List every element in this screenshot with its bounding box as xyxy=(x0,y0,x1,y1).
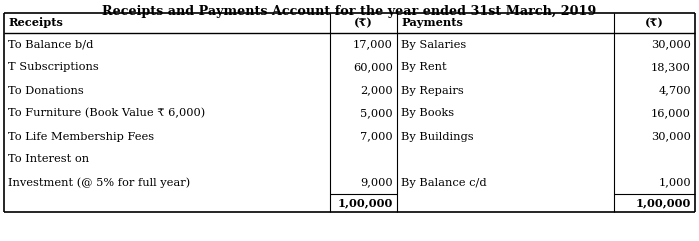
Text: 1,000: 1,000 xyxy=(658,178,691,187)
Text: 60,000: 60,000 xyxy=(353,62,393,73)
Text: By Buildings: By Buildings xyxy=(401,132,474,141)
Text: Receipts and Payments Account for the year ended 31st March, 2019: Receipts and Payments Account for the ye… xyxy=(102,5,596,18)
Text: 30,000: 30,000 xyxy=(651,40,691,49)
Text: (₹): (₹) xyxy=(354,18,373,28)
Text: 5,000: 5,000 xyxy=(361,108,393,119)
Text: 1,00,000: 1,00,000 xyxy=(635,198,691,208)
Text: To Balance b/d: To Balance b/d xyxy=(8,40,94,49)
Text: 9,000: 9,000 xyxy=(361,178,393,187)
Text: By Balance c/d: By Balance c/d xyxy=(401,178,487,187)
Text: T Subscriptions: T Subscriptions xyxy=(8,62,99,73)
Text: 7,000: 7,000 xyxy=(361,132,393,141)
Text: To Interest on: To Interest on xyxy=(8,154,89,165)
Text: To Donations: To Donations xyxy=(8,86,84,95)
Text: 16,000: 16,000 xyxy=(651,108,691,119)
Text: To Life Membership Fees: To Life Membership Fees xyxy=(8,132,154,141)
Text: By Rent: By Rent xyxy=(401,62,447,73)
Text: To Furniture (Book Value ₹ 6,000): To Furniture (Book Value ₹ 6,000) xyxy=(8,108,206,119)
Text: By Repairs: By Repairs xyxy=(401,86,463,95)
Text: 4,700: 4,700 xyxy=(658,86,691,95)
Text: Receipts: Receipts xyxy=(8,18,63,28)
Text: By Books: By Books xyxy=(401,108,454,119)
Text: 30,000: 30,000 xyxy=(651,132,691,141)
Text: By Salaries: By Salaries xyxy=(401,40,466,49)
Text: (₹): (₹) xyxy=(645,18,664,28)
Text: 1,00,000: 1,00,000 xyxy=(338,198,393,208)
Text: Payments: Payments xyxy=(401,18,463,28)
Text: 18,300: 18,300 xyxy=(651,62,691,73)
Text: 17,000: 17,000 xyxy=(353,40,393,49)
Text: Investment (@ 5% for full year): Investment (@ 5% for full year) xyxy=(8,177,190,188)
Text: 2,000: 2,000 xyxy=(361,86,393,95)
